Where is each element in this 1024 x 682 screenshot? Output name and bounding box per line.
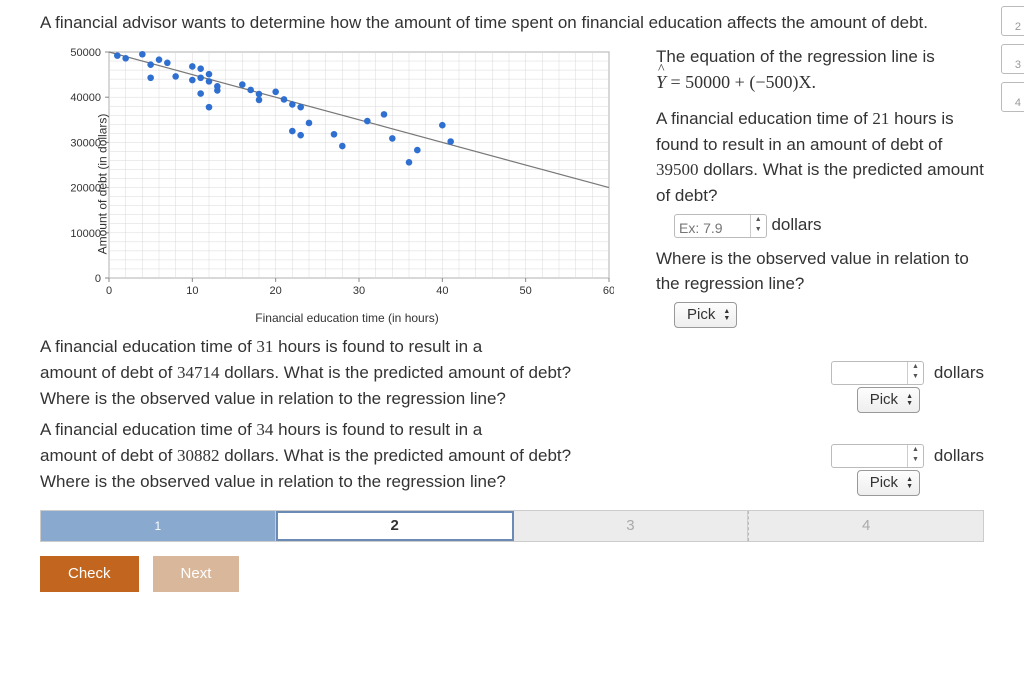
svg-text:50: 50 (520, 285, 532, 297)
q3-text-line2: amount of debt of 30882 dollars. What is… (40, 443, 821, 469)
q2-predicted-field[interactable] (832, 364, 902, 386)
stepper-arrows-icon[interactable]: ▲▼ (907, 362, 923, 384)
regression-eqn-label: The equation of the regression line is (656, 44, 984, 70)
chart-ylabel: Amount of debt (in dollars) (95, 114, 109, 255)
q3-relation-text: Where is the observed value in relation … (40, 469, 847, 495)
q2-predicted-input[interactable]: ▲▼ (831, 361, 924, 385)
dropdown-arrows-icon: ▲▼ (906, 476, 913, 490)
side-tab-3[interactable]: 3 (1001, 44, 1024, 74)
q3-pick-dropdown[interactable]: Pick ▲▼ (857, 470, 920, 496)
regression-eqn: Y = 50000 + (−500)X. (656, 69, 984, 96)
q2-text-line1: A financial education time of 31 hours i… (40, 334, 984, 360)
q3-text-line1: A financial education time of 34 hours i… (40, 417, 984, 443)
svg-text:30: 30 (353, 285, 365, 297)
svg-text:10: 10 (186, 285, 198, 297)
unit-label: dollars (934, 443, 984, 469)
q2-relation-text: Where is the observed value in relation … (40, 386, 847, 412)
progress-seg-2[interactable]: 2 (276, 511, 514, 541)
q1-relation-text: Where is the observed value in relation … (656, 246, 984, 297)
q2-text-line2: amount of debt of 34714 dollars. What is… (40, 360, 821, 386)
q2-pick-dropdown[interactable]: Pick ▲▼ (857, 387, 920, 413)
progress-seg-3[interactable]: 3 (514, 511, 749, 541)
side-tab-2[interactable]: 2 (1001, 6, 1024, 36)
problem-intro: A financial advisor wants to determine h… (40, 10, 984, 36)
next-button[interactable]: Next (153, 556, 240, 592)
svg-text:40: 40 (436, 285, 448, 297)
svg-text:50000: 50000 (70, 47, 101, 59)
q1-predicted-input[interactable]: ▲▼ (674, 214, 767, 238)
q1-text: A financial education time of 21 hours i… (656, 106, 984, 208)
unit-label: dollars (934, 360, 984, 386)
dropdown-arrows-icon: ▲▼ (906, 393, 913, 407)
q3-predicted-field[interactable] (832, 447, 902, 469)
svg-text:20: 20 (270, 285, 282, 297)
progress-seg-1[interactable]: 1 (41, 511, 276, 541)
chart-xlabel: Financial education time (in hours) (54, 311, 640, 325)
side-tab-4[interactable]: 4 (1001, 82, 1024, 112)
progress-seg-4[interactable]: 4 (748, 511, 983, 541)
progress-bar: 1 2 3 4 (40, 510, 984, 542)
check-button[interactable]: Check (40, 556, 139, 592)
stepper-arrows-icon[interactable]: ▲▼ (750, 215, 766, 237)
q1-predicted-field[interactable] (675, 217, 745, 239)
svg-text:40000: 40000 (70, 92, 101, 104)
svg-text:0: 0 (95, 273, 101, 285)
q3-predicted-input[interactable]: ▲▼ (831, 444, 924, 468)
q1-pick-dropdown[interactable]: Pick ▲▼ (674, 302, 737, 328)
stepper-arrows-icon[interactable]: ▲▼ (907, 445, 923, 467)
svg-text:0: 0 (106, 285, 112, 297)
svg-text:60: 60 (603, 285, 614, 297)
dropdown-arrows-icon: ▲▼ (723, 308, 730, 322)
scatter-chart: 010203040506001000020000300004000050000 (54, 44, 614, 304)
unit-label: dollars (771, 215, 821, 234)
